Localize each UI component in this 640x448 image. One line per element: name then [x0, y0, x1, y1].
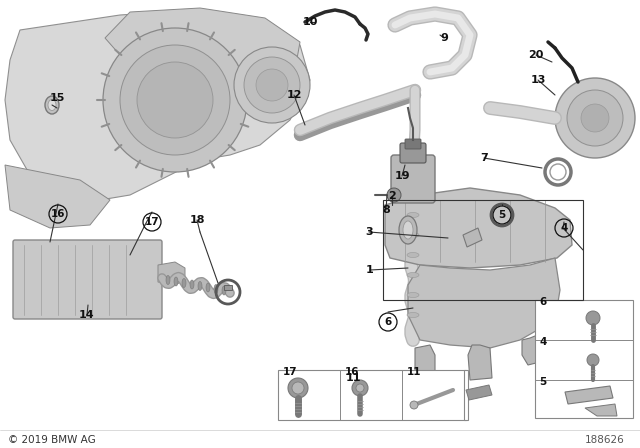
Circle shape [120, 45, 230, 155]
FancyBboxPatch shape [400, 143, 426, 163]
Polygon shape [158, 262, 185, 285]
Text: 188626: 188626 [585, 435, 625, 445]
Ellipse shape [407, 233, 419, 237]
Bar [278, 370, 466, 420]
Bar [464, 370, 468, 420]
Text: 11: 11 [345, 373, 361, 383]
Circle shape [103, 28, 247, 172]
Text: 17: 17 [283, 367, 298, 377]
Text: 20: 20 [528, 50, 544, 60]
Text: 17: 17 [145, 217, 159, 227]
Text: 11: 11 [407, 367, 422, 377]
Text: 5: 5 [499, 210, 506, 220]
Ellipse shape [407, 253, 419, 258]
Text: 7: 7 [480, 153, 488, 163]
Text: 4: 4 [539, 337, 547, 347]
Ellipse shape [48, 99, 56, 111]
Polygon shape [5, 165, 110, 228]
Polygon shape [466, 385, 492, 400]
FancyBboxPatch shape [405, 139, 421, 149]
Text: 2: 2 [388, 191, 396, 201]
Polygon shape [565, 386, 613, 404]
Ellipse shape [407, 293, 419, 297]
Ellipse shape [222, 286, 226, 295]
Circle shape [387, 188, 401, 202]
Polygon shape [585, 404, 617, 416]
Text: 9: 9 [440, 33, 448, 43]
Text: 16: 16 [51, 209, 65, 219]
Polygon shape [463, 228, 482, 247]
Ellipse shape [403, 221, 413, 239]
Polygon shape [415, 345, 435, 382]
Polygon shape [105, 8, 300, 80]
Text: 5: 5 [539, 377, 547, 387]
Ellipse shape [174, 277, 178, 286]
Polygon shape [522, 332, 548, 365]
Circle shape [352, 380, 368, 396]
Circle shape [410, 401, 418, 409]
Text: 1: 1 [366, 265, 374, 275]
Ellipse shape [407, 272, 419, 277]
Text: 12: 12 [286, 90, 301, 100]
Text: 15: 15 [49, 93, 65, 103]
Circle shape [292, 382, 304, 394]
FancyBboxPatch shape [13, 240, 162, 319]
Bar [383, 200, 583, 300]
Text: 19: 19 [394, 171, 410, 181]
Polygon shape [385, 188, 572, 268]
Bar [224, 285, 232, 290]
Text: 6: 6 [539, 297, 547, 307]
Text: 3: 3 [365, 227, 373, 237]
Ellipse shape [399, 216, 417, 244]
Text: 18: 18 [189, 215, 205, 225]
Circle shape [581, 104, 609, 132]
Polygon shape [408, 258, 560, 348]
Circle shape [137, 62, 213, 138]
Ellipse shape [182, 279, 186, 288]
Text: 16: 16 [345, 367, 360, 377]
Ellipse shape [166, 276, 170, 284]
Circle shape [587, 354, 599, 366]
Ellipse shape [407, 313, 419, 318]
Text: 6: 6 [385, 317, 392, 327]
Circle shape [234, 47, 310, 123]
Ellipse shape [198, 281, 202, 290]
Ellipse shape [45, 96, 59, 114]
Circle shape [586, 311, 600, 325]
Text: 8: 8 [382, 205, 390, 215]
Text: 4: 4 [560, 223, 568, 233]
Circle shape [244, 57, 300, 113]
Ellipse shape [190, 280, 194, 289]
Text: 13: 13 [531, 75, 546, 85]
Circle shape [256, 69, 288, 101]
Text: © 2019 BMW AG: © 2019 BMW AG [8, 435, 96, 445]
Ellipse shape [214, 284, 218, 293]
Bar [535, 300, 633, 418]
Ellipse shape [407, 212, 419, 217]
Ellipse shape [206, 283, 210, 292]
Polygon shape [468, 345, 492, 380]
Circle shape [567, 90, 623, 146]
Polygon shape [5, 10, 310, 200]
FancyBboxPatch shape [391, 155, 435, 203]
Text: 10: 10 [302, 17, 317, 27]
Circle shape [356, 384, 364, 392]
Circle shape [555, 78, 635, 158]
Circle shape [288, 378, 308, 398]
Text: 14: 14 [79, 310, 95, 320]
